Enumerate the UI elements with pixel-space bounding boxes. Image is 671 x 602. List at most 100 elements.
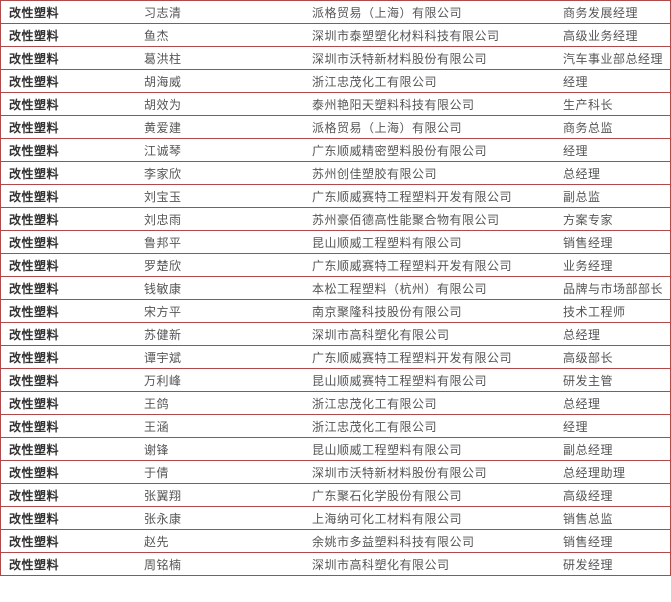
table-row: 改性塑料 胡海威 浙江忠茂化工有限公司 经理 — [0, 69, 671, 93]
name-cell: 刘忠雨 — [136, 207, 304, 231]
name-cell: 张永康 — [136, 506, 304, 530]
company-cell: 上海纳可化工材料有限公司 — [304, 506, 555, 530]
company-cell: 广东顺威赛特工程塑料开发有限公司 — [304, 253, 555, 277]
title-cell: 销售总监 — [555, 506, 671, 530]
title-cell: 高级经理 — [555, 483, 671, 507]
table-row: 改性塑料 李家欣 苏州创佳塑胶有限公司 总经理 — [0, 161, 671, 185]
name-cell: 黄爱建 — [136, 115, 304, 139]
table-row: 改性塑料 张永康 上海纳可化工材料有限公司 销售总监 — [0, 506, 671, 530]
company-cell: 苏州豪佰德高性能聚合物有限公司 — [304, 207, 555, 231]
table-row: 改性塑料 葛洪柱 深圳市沃特新材料股份有限公司 汽车事业部总经理 — [0, 46, 671, 70]
company-cell: 广东顺威赛特工程塑料开发有限公司 — [304, 184, 555, 208]
category-cell: 改性塑料 — [0, 253, 136, 277]
table-row: 改性塑料 钱敏康 本松工程塑料（杭州）有限公司 品牌与市场部部长 — [0, 276, 671, 300]
table-row: 改性塑料 于倩 深圳市沃特新材料股份有限公司 总经理助理 — [0, 460, 671, 484]
name-cell: 谢锋 — [136, 437, 304, 461]
category-cell: 改性塑料 — [0, 23, 136, 47]
title-cell: 汽车事业部总经理 — [555, 46, 671, 70]
category-cell: 改性塑料 — [0, 506, 136, 530]
table-row: 改性塑料 宋方平 南京聚隆科技股份有限公司 技术工程师 — [0, 299, 671, 323]
name-cell: 习志清 — [136, 0, 304, 24]
company-cell: 余姚市多益塑料科技有限公司 — [304, 529, 555, 553]
table-row: 改性塑料 鲁邦平 昆山顺威工程塑料有限公司 销售经理 — [0, 230, 671, 254]
category-cell: 改性塑料 — [0, 460, 136, 484]
table-row: 改性塑料 王鸽 浙江忠茂化工有限公司 总经理 — [0, 391, 671, 415]
name-cell: 宋方平 — [136, 299, 304, 323]
title-cell: 方案专家 — [555, 207, 671, 231]
title-cell: 商务发展经理 — [555, 0, 671, 24]
name-cell: 江诚琴 — [136, 138, 304, 162]
title-cell: 高级业务经理 — [555, 23, 671, 47]
table-row: 改性塑料 鱼杰 深圳市泰塑塑化材料科技有限公司 高级业务经理 — [0, 23, 671, 47]
category-cell: 改性塑料 — [0, 414, 136, 438]
members-table: 改性塑料 习志清 派格贸易（上海）有限公司 商务发展经理 改性塑料 鱼杰 深圳市… — [0, 0, 671, 576]
title-cell: 总经理助理 — [555, 460, 671, 484]
table-row: 改性塑料 谢锋 昆山顺威工程塑料有限公司 副总经理 — [0, 437, 671, 461]
name-cell: 鲁邦平 — [136, 230, 304, 254]
name-cell: 王鸽 — [136, 391, 304, 415]
table-row: 改性塑料 张翼翔 广东聚石化学股份有限公司 高级经理 — [0, 483, 671, 507]
table-row: 改性塑料 习志清 派格贸易（上海）有限公司 商务发展经理 — [0, 0, 671, 24]
company-cell: 昆山顺威工程塑料有限公司 — [304, 230, 555, 254]
category-cell: 改性塑料 — [0, 552, 136, 576]
title-cell: 生产科长 — [555, 92, 671, 116]
category-cell: 改性塑料 — [0, 69, 136, 93]
category-cell: 改性塑料 — [0, 276, 136, 300]
company-cell: 南京聚隆科技股份有限公司 — [304, 299, 555, 323]
company-cell: 本松工程塑料（杭州）有限公司 — [304, 276, 555, 300]
company-cell: 深圳市泰塑塑化材料科技有限公司 — [304, 23, 555, 47]
title-cell: 总经理 — [555, 391, 671, 415]
category-cell: 改性塑料 — [0, 230, 136, 254]
title-cell: 经理 — [555, 69, 671, 93]
company-cell: 深圳市高科塑化有限公司 — [304, 322, 555, 346]
title-cell: 副总监 — [555, 184, 671, 208]
table-row: 改性塑料 刘忠雨 苏州豪佰德高性能聚合物有限公司 方案专家 — [0, 207, 671, 231]
table-row: 改性塑料 万利峰 昆山顺威赛特工程塑料有限公司 研发主管 — [0, 368, 671, 392]
table-row: 改性塑料 胡效为 泰州艳阳天塑料科技有限公司 生产科长 — [0, 92, 671, 116]
table-row: 改性塑料 谭宇斌 广东顺威赛特工程塑料开发有限公司 高级部长 — [0, 345, 671, 369]
category-cell: 改性塑料 — [0, 299, 136, 323]
name-cell: 张翼翔 — [136, 483, 304, 507]
name-cell: 胡效为 — [136, 92, 304, 116]
title-cell: 副总经理 — [555, 437, 671, 461]
name-cell: 李家欣 — [136, 161, 304, 185]
category-cell: 改性塑料 — [0, 345, 136, 369]
name-cell: 罗楚欣 — [136, 253, 304, 277]
category-cell: 改性塑料 — [0, 437, 136, 461]
name-cell: 赵先 — [136, 529, 304, 553]
name-cell: 刘宝玉 — [136, 184, 304, 208]
name-cell: 钱敏康 — [136, 276, 304, 300]
company-cell: 派格贸易（上海）有限公司 — [304, 0, 555, 24]
category-cell: 改性塑料 — [0, 368, 136, 392]
company-cell: 浙江忠茂化工有限公司 — [304, 391, 555, 415]
category-cell: 改性塑料 — [0, 322, 136, 346]
category-cell: 改性塑料 — [0, 115, 136, 139]
company-cell: 深圳市沃特新材料股份有限公司 — [304, 460, 555, 484]
category-cell: 改性塑料 — [0, 483, 136, 507]
category-cell: 改性塑料 — [0, 138, 136, 162]
name-cell: 万利峰 — [136, 368, 304, 392]
title-cell: 总经理 — [555, 322, 671, 346]
company-cell: 浙江忠茂化工有限公司 — [304, 414, 555, 438]
company-cell: 深圳市沃特新材料股份有限公司 — [304, 46, 555, 70]
company-cell: 苏州创佳塑胶有限公司 — [304, 161, 555, 185]
title-cell: 商务总监 — [555, 115, 671, 139]
title-cell: 业务经理 — [555, 253, 671, 277]
table-row: 改性塑料 江诚琴 广东顺威精密塑料股份有限公司 经理 — [0, 138, 671, 162]
name-cell: 于倩 — [136, 460, 304, 484]
table-row: 改性塑料 刘宝玉 广东顺威赛特工程塑料开发有限公司 副总监 — [0, 184, 671, 208]
table-row: 改性塑料 苏健新 深圳市高科塑化有限公司 总经理 — [0, 322, 671, 346]
company-cell: 广东顺威赛特工程塑料开发有限公司 — [304, 345, 555, 369]
category-cell: 改性塑料 — [0, 391, 136, 415]
title-cell: 高级部长 — [555, 345, 671, 369]
company-cell: 派格贸易（上海）有限公司 — [304, 115, 555, 139]
company-cell: 昆山顺威工程塑料有限公司 — [304, 437, 555, 461]
title-cell: 经理 — [555, 138, 671, 162]
category-cell: 改性塑料 — [0, 92, 136, 116]
table-row: 改性塑料 赵先 余姚市多益塑料科技有限公司 销售经理 — [0, 529, 671, 553]
category-cell: 改性塑料 — [0, 184, 136, 208]
name-cell: 苏健新 — [136, 322, 304, 346]
table-row: 改性塑料 周铭楠 深圳市高科塑化有限公司 研发经理 — [0, 552, 671, 576]
company-cell: 泰州艳阳天塑料科技有限公司 — [304, 92, 555, 116]
member-table-body: 改性塑料 习志清 派格贸易（上海）有限公司 商务发展经理 改性塑料 鱼杰 深圳市… — [0, 0, 671, 576]
